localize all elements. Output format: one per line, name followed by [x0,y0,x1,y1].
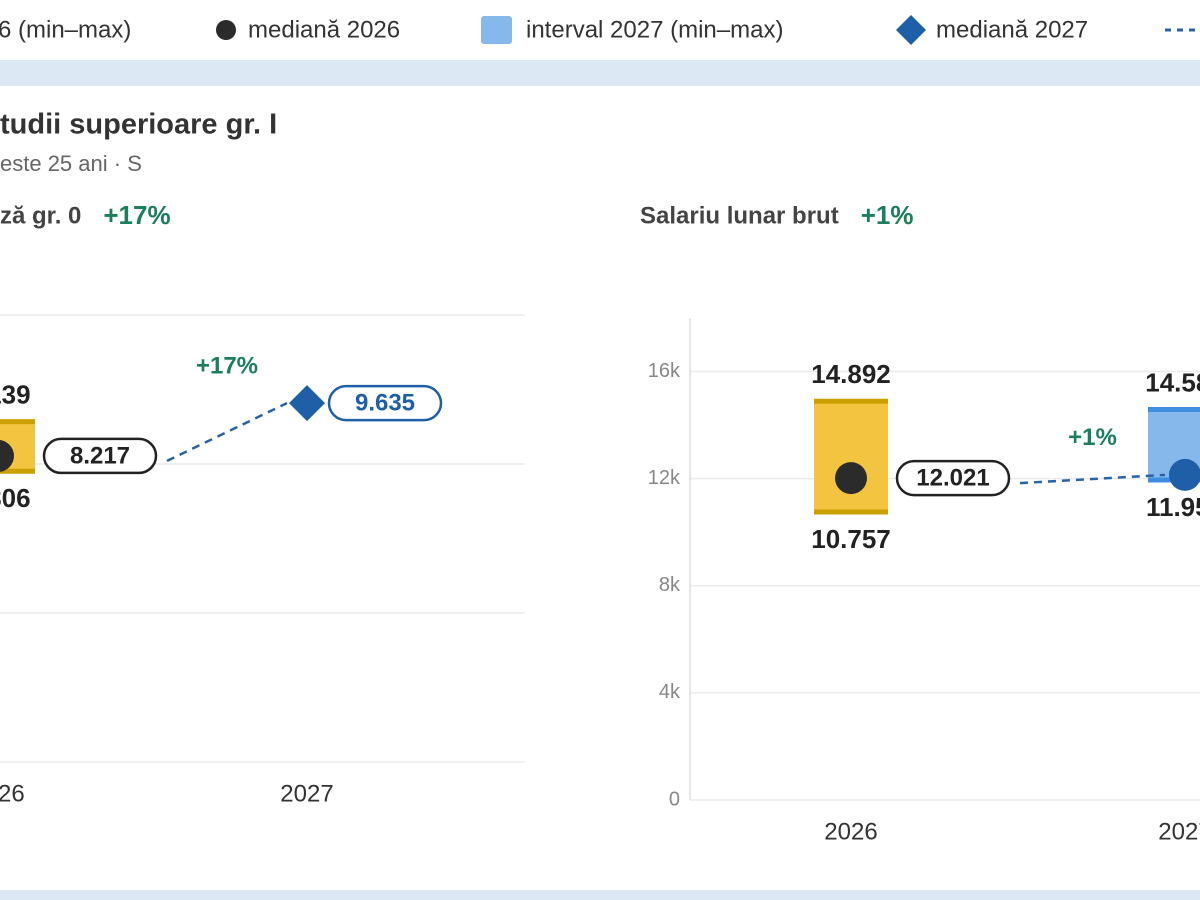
range-box [814,401,888,512]
y-tick-label: 16k [648,360,681,382]
y-tick-label: 8k [659,574,681,596]
median-bubble [327,384,443,422]
y-tick-label: 0 [669,788,680,810]
median-marker [835,462,867,495]
x-tick-label: 2027 [1158,818,1200,845]
legend-marker [481,16,512,44]
chart-change: +1% [861,200,914,230]
min-label: 10.757 [811,524,891,554]
chart-title: ză gr. 0 [0,202,81,229]
y-tick-label: 12k [648,467,681,489]
median-bubble [895,459,1011,497]
x-tick-label: 2027 [280,780,333,807]
change-label: +17% [196,352,258,379]
card-title: tudii superioare gr. I [0,109,277,141]
median-marker [289,385,325,422]
x-tick-label: 2026 [0,780,25,807]
legend-label: mediană 2027 [936,16,1088,43]
min-label: 11.950 [1146,492,1200,522]
median-label: 9.635 [355,389,415,416]
median-label: 8.217 [70,442,130,469]
median-marker [1169,458,1200,491]
y-tick-label: 4k [659,681,681,703]
max-label: 14.581 [1145,367,1200,397]
legend-marker [216,20,236,40]
max-label: 9.139 [0,379,31,409]
legend-label: 6 (min–max) [0,16,131,43]
change-label: +1% [1068,424,1117,451]
max-label: 14.892 [811,359,891,389]
change-connector [1019,473,1166,485]
min-label: 7.806 [0,483,31,513]
legend-divider [0,60,1200,86]
chart-title: Salariu lunar brut [640,202,839,229]
median-bubble [42,437,158,475]
card-subtitle: este 25 ani · S [0,151,142,176]
card-footer [0,890,1200,900]
legend-label: interval 2027 (min–max) [526,16,783,43]
card [0,86,1200,890]
median-label: 12.021 [916,464,989,491]
legend-label: mediană 2026 [248,16,400,43]
median-marker [0,440,14,472]
x-tick-label: 2026 [824,818,877,845]
legend-marker [896,15,926,45]
chart-change: +17% [103,200,170,230]
